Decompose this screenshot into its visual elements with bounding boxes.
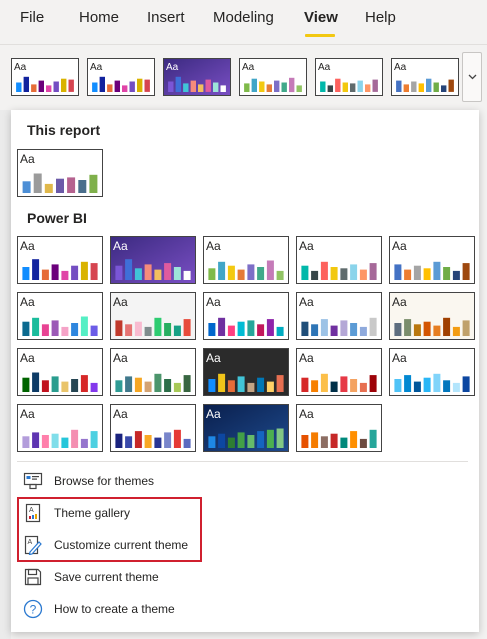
theme-thumb[interactable]: Aa	[296, 348, 382, 396]
how-to-create-theme-label: How to create a theme	[54, 602, 175, 616]
theme-label-text: Aa	[20, 407, 35, 421]
theme-label-text: Aa	[90, 62, 103, 73]
theme-label-text: Aa	[20, 351, 35, 365]
help-circle-icon: ?	[22, 598, 44, 620]
theme-thumb[interactable]: Aa	[296, 404, 382, 452]
theme-label-text: Aa	[242, 62, 255, 73]
theme-label-text: Aa	[20, 152, 35, 166]
browse-for-themes-label: Browse for themes	[54, 474, 154, 488]
theme-label-text: Aa	[394, 62, 407, 73]
theme-label-text: Aa	[392, 239, 407, 253]
ribbon-tabs: File Home Insert Modeling View Help	[0, 0, 487, 40]
theme-thumb[interactable]: Aa	[389, 292, 475, 340]
chevron-down-icon	[468, 74, 477, 80]
theme-label-text: Aa	[14, 62, 27, 73]
theme-label-text: Aa	[20, 295, 35, 309]
theme-thumb[interactable]: Aa	[110, 236, 196, 284]
menu-separator	[17, 461, 468, 462]
tab-help[interactable]: Help	[365, 9, 396, 26]
section-title-this-report: This report	[27, 122, 100, 138]
theme-gallery-expand-button[interactable]	[462, 52, 482, 102]
theme-label-text: Aa	[113, 407, 128, 421]
active-tab-indicator	[305, 34, 335, 37]
theme-label-text: Aa	[166, 62, 179, 73]
theme-label-text: Aa	[299, 351, 314, 365]
ribbon-divider	[0, 44, 487, 45]
save-current-theme-item[interactable]: Save current theme	[14, 563, 454, 591]
theme-thumb[interactable]: Aa	[110, 404, 196, 452]
theme-label-text: Aa	[113, 239, 128, 253]
section-title-power-bi: Power BI	[27, 210, 87, 226]
ribbon-theme-thumb[interactable]: Aa	[239, 58, 307, 96]
theme-thumb[interactable]: Aa	[389, 236, 475, 284]
background-canvas	[0, 110, 11, 639]
tab-view[interactable]: View	[304, 9, 338, 26]
save-current-theme-label: Save current theme	[54, 570, 159, 584]
theme-thumb[interactable]: Aa	[110, 292, 196, 340]
theme-label-text: Aa	[318, 62, 331, 73]
save-icon	[22, 566, 44, 588]
browse-for-themes-item[interactable]: Browse for themes	[14, 467, 454, 495]
theme-thumb[interactable]: Aa	[296, 236, 382, 284]
theme-label-text: Aa	[206, 295, 221, 309]
theme-label-text: Aa	[299, 295, 314, 309]
ribbon-theme-gallery: Aa Aa Aa Aa Aa Aa	[0, 46, 487, 108]
theme-label-text: Aa	[392, 295, 407, 309]
theme-label-text: Aa	[206, 351, 221, 365]
svg-text:?: ?	[30, 603, 37, 617]
ribbon-theme-thumb[interactable]: Aa	[163, 58, 231, 96]
theme-thumb[interactable]: Aa	[203, 404, 289, 452]
ribbon-theme-thumb[interactable]: Aa	[315, 58, 383, 96]
theme-label-text: Aa	[392, 351, 407, 365]
theme-thumb[interactable]: Aa	[389, 348, 475, 396]
theme-thumb[interactable]: Aa	[17, 404, 103, 452]
theme-label-text: Aa	[299, 407, 314, 421]
theme-thumb[interactable]: Aa	[110, 348, 196, 396]
theme-thumb[interactable]: Aa	[203, 292, 289, 340]
theme-label-text: Aa	[113, 295, 128, 309]
theme-label-text: Aa	[206, 239, 221, 253]
theme-thumb-this-report[interactable]: Aa	[17, 149, 103, 197]
theme-label-text: Aa	[20, 239, 35, 253]
ribbon-theme-thumb[interactable]: Aa	[87, 58, 155, 96]
theme-thumb[interactable]: Aa	[203, 236, 289, 284]
tab-insert[interactable]: Insert	[147, 9, 185, 26]
ribbon-theme-thumb[interactable]: Aa	[11, 58, 79, 96]
theme-label-text: Aa	[299, 239, 314, 253]
theme-thumb[interactable]: Aa	[203, 348, 289, 396]
theme-label-text: Aa	[206, 407, 221, 421]
tab-file[interactable]: File	[20, 9, 44, 26]
theme-thumb[interactable]: Aa	[296, 292, 382, 340]
theme-thumb[interactable]: Aa	[17, 348, 103, 396]
theme-label-text: Aa	[113, 351, 128, 365]
ribbon-theme-thumb[interactable]: Aa	[391, 58, 459, 96]
tab-modeling[interactable]: Modeling	[213, 9, 274, 26]
theme-thumb[interactable]: Aa	[17, 236, 103, 284]
how-to-create-theme-item[interactable]: ? How to create a theme	[14, 595, 454, 623]
tab-home[interactable]: Home	[79, 9, 119, 26]
theme-thumb[interactable]: Aa	[17, 292, 103, 340]
highlight-annotation-box	[17, 497, 202, 562]
browse-folder-icon	[22, 470, 44, 492]
